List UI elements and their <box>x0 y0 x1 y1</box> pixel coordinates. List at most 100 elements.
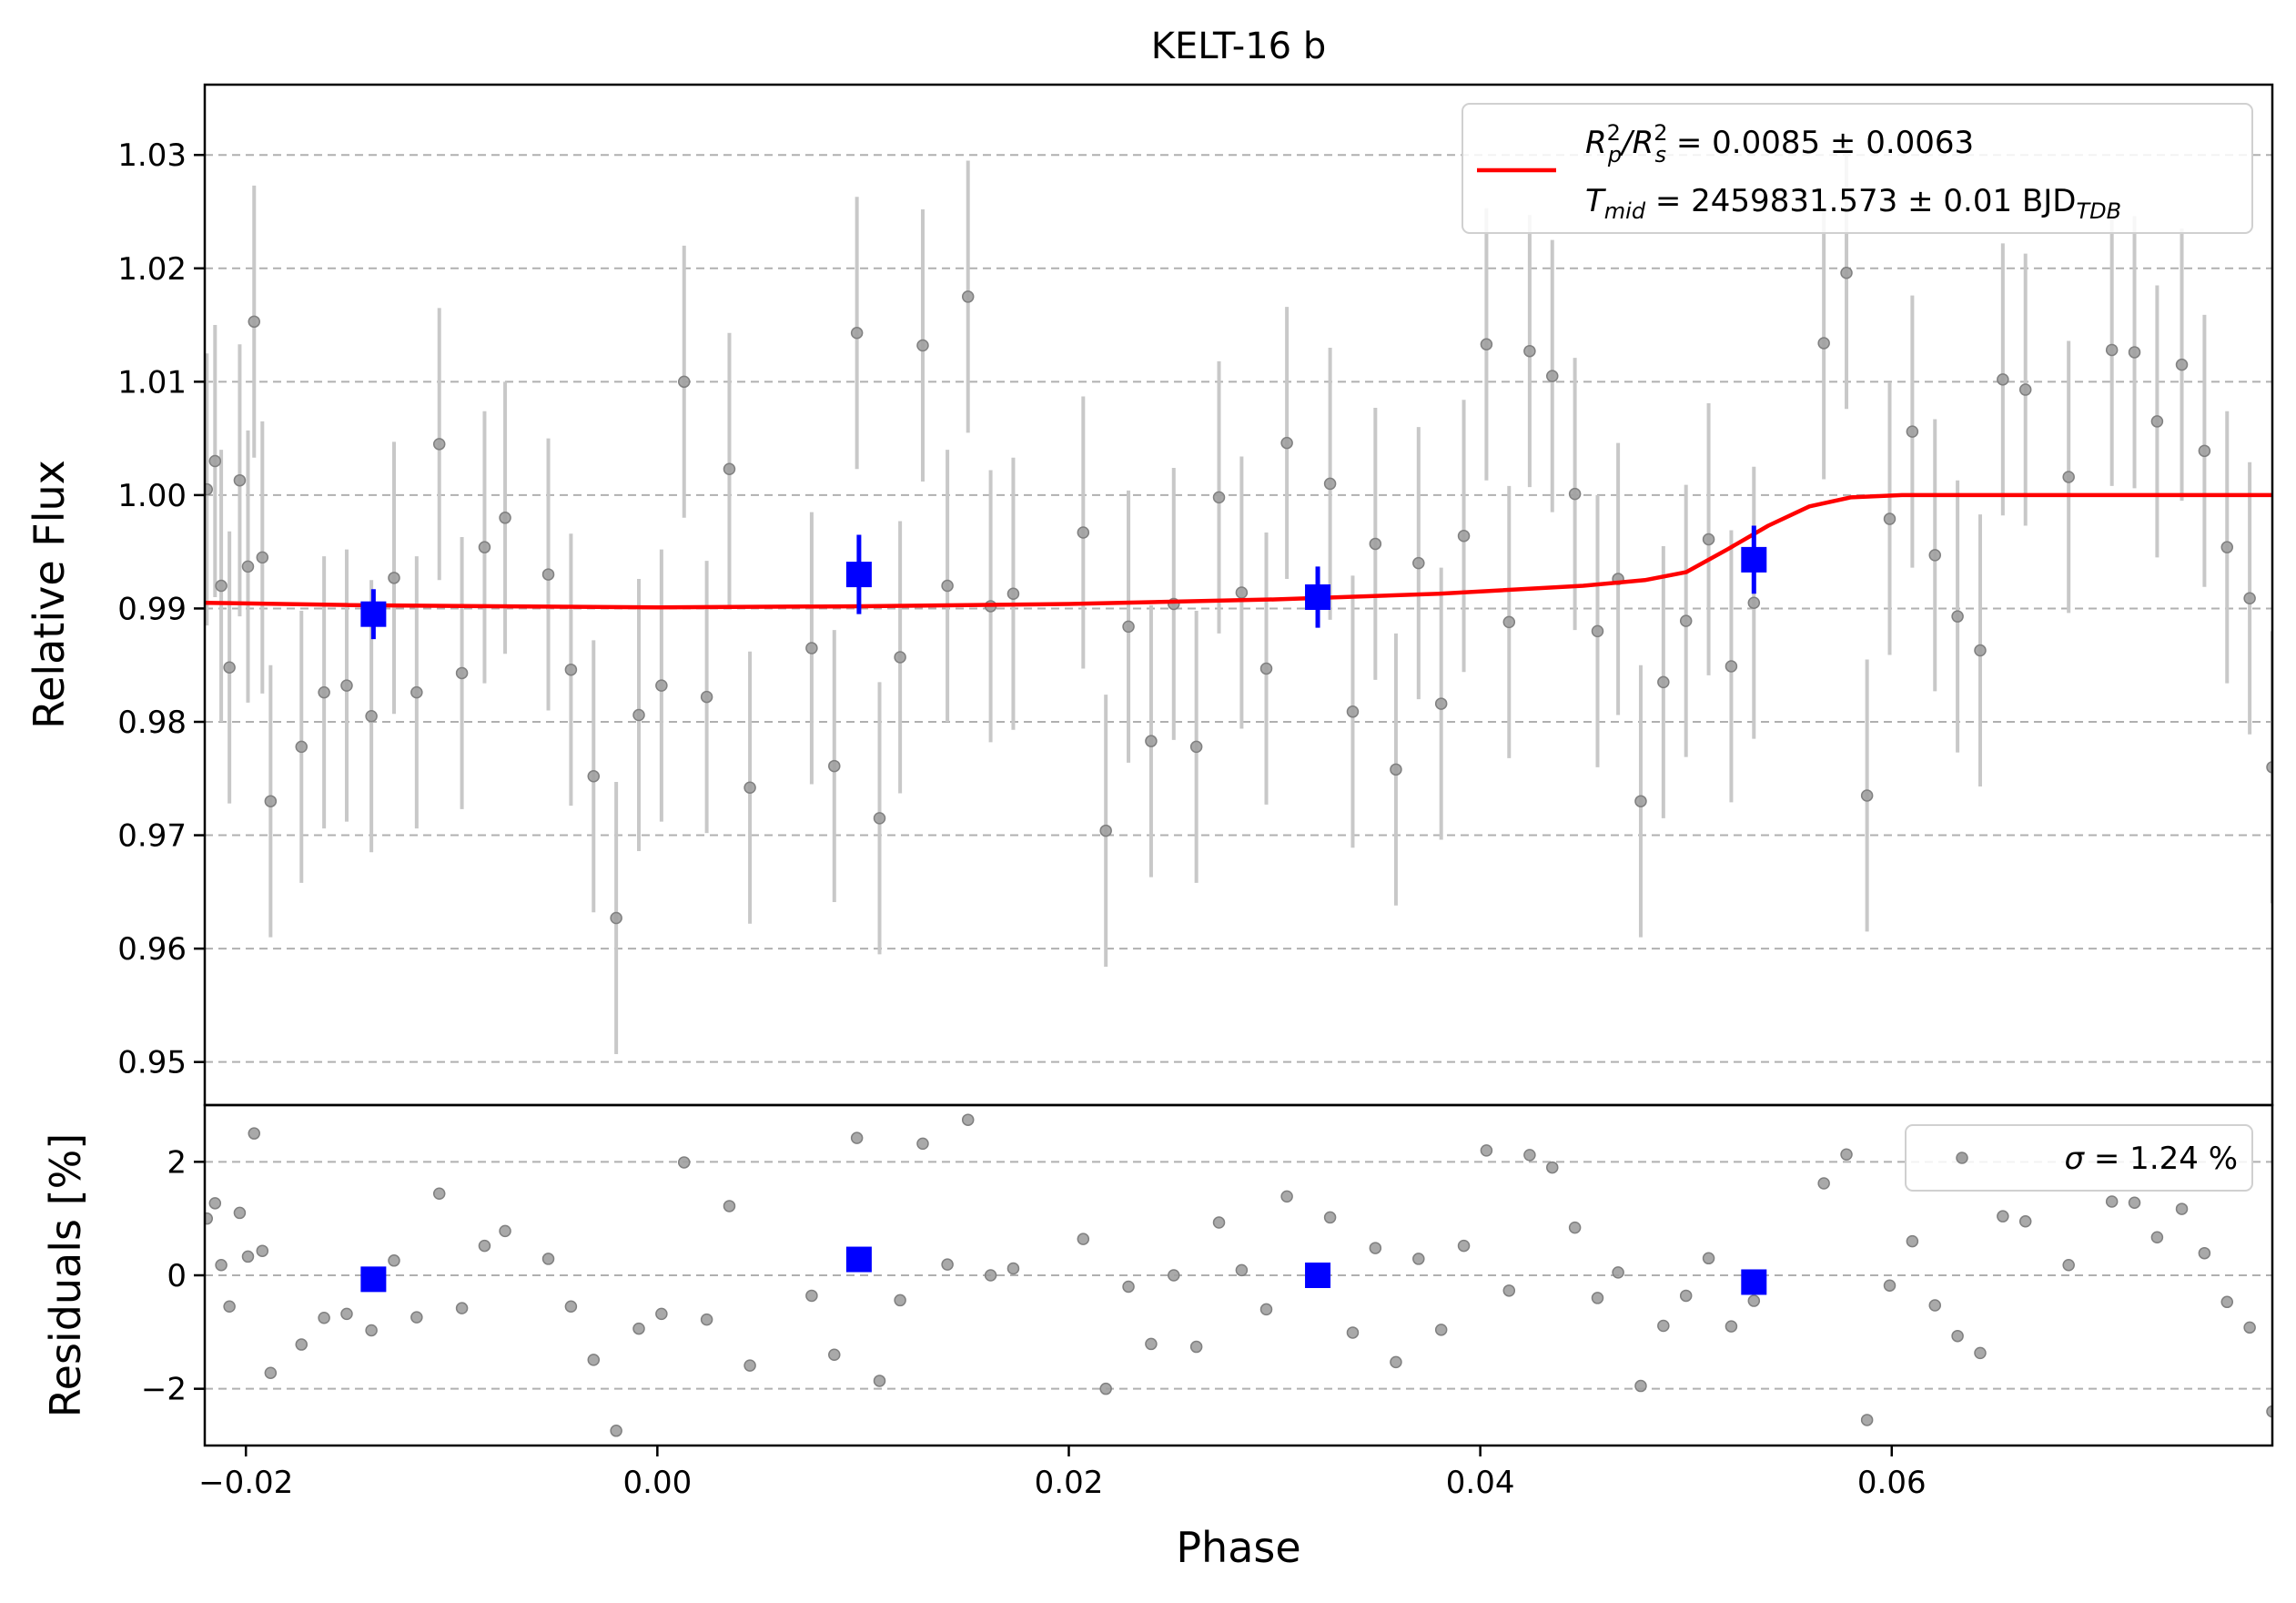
residual-point <box>499 1224 511 1238</box>
residual-point <box>340 1307 353 1321</box>
flux-point <box>1860 789 1874 802</box>
residual-point <box>941 1258 954 1271</box>
residual-y-axis-label: Residuals [%] <box>41 1133 90 1417</box>
flux-point <box>1502 615 1516 629</box>
residual-legend: σ = 1.24 % <box>1905 1124 2253 1192</box>
flux-point <box>1974 644 1987 657</box>
flux-point <box>295 740 308 754</box>
flux-point <box>1817 337 1830 350</box>
flux-point <box>1883 512 1896 525</box>
flux-point <box>215 579 228 593</box>
flux-point <box>2150 415 2164 428</box>
flux-point <box>1840 267 1853 279</box>
residual-point <box>610 1425 622 1437</box>
residual-point <box>541 1253 555 1265</box>
residual-point <box>1523 1149 1536 1162</box>
residual-point <box>365 1324 378 1337</box>
flux-point <box>455 666 469 680</box>
residual-point <box>1323 1211 1337 1224</box>
flux-y-tick-label: 1.02 <box>117 251 187 288</box>
flux-point <box>241 560 255 573</box>
flux-point <box>610 911 622 925</box>
residual-point <box>248 1127 261 1140</box>
residual-legend-box <box>1905 1124 2253 1192</box>
residual-y-ticks: −2 0 2 <box>141 1144 205 1408</box>
residual-point <box>1280 1190 1293 1203</box>
residual-point <box>873 1375 886 1387</box>
residual-point <box>264 1366 278 1379</box>
residual-binned-points <box>360 1246 1767 1295</box>
legend-radius-ratio: R2 p/R2 s = 0.0085 ± 0.0063 <box>1585 120 1974 167</box>
residual-y-tick-label: −2 <box>141 1372 187 1408</box>
flux-y-tick-label: 1.01 <box>117 364 187 401</box>
flux-binned-point <box>845 562 872 588</box>
residual-point <box>1434 1324 1448 1336</box>
residual-point <box>295 1338 308 1351</box>
flux-point <box>700 690 713 704</box>
residual-point <box>1412 1253 1425 1265</box>
residual-point <box>564 1300 578 1314</box>
residual-point <box>828 1348 841 1362</box>
flux-binned-point <box>1305 583 1331 610</box>
residual-point <box>1457 1239 1471 1253</box>
flux-point <box>1259 662 1273 675</box>
flux-point <box>1634 795 1647 807</box>
transit-model <box>205 492 2272 610</box>
flux-y-tick-label: 1.03 <box>117 137 187 174</box>
flux-point <box>1928 549 1941 562</box>
flux-point <box>233 473 247 487</box>
flux-y-tick-label: 0.99 <box>117 591 187 627</box>
residual-binned-point <box>845 1246 872 1273</box>
residual-y-tick-label: 0 <box>167 1258 187 1294</box>
residual-point <box>1883 1279 1896 1292</box>
flux-point <box>1702 533 1715 546</box>
flux-point <box>1346 705 1360 718</box>
residual-point <box>1679 1289 1693 1303</box>
flux-point <box>2175 358 2189 371</box>
flux-point <box>916 339 929 352</box>
residual-point <box>587 1354 601 1366</box>
flux-point <box>873 812 886 825</box>
residual-point <box>677 1156 691 1169</box>
residual-point <box>208 1197 222 1210</box>
residual-point <box>233 1206 247 1220</box>
residual-point <box>2105 1195 2119 1208</box>
residual-point <box>1099 1382 1112 1395</box>
residual-point <box>1502 1284 1516 1297</box>
flux-point <box>1077 526 1090 539</box>
residual-binned-point <box>1305 1263 1331 1288</box>
flux-point <box>655 679 668 692</box>
flux-y-tick-label: 0.98 <box>117 705 187 741</box>
flux-y-tick-label: 0.96 <box>117 931 187 968</box>
flux-legend: R2 p/R2 s = 0.0085 ± 0.0063 Tmid = 2459831… <box>1462 103 2253 234</box>
residual-points <box>205 1113 2272 1437</box>
flux-binned-point <box>1741 546 1767 573</box>
flux-binned-point <box>360 601 387 627</box>
flux-legend-box <box>1462 103 2253 234</box>
residual-point <box>743 1359 756 1372</box>
legend-mid-time: Tmid = 2459831.573 ± 0.01 BJDTDB <box>1585 183 2121 224</box>
residual-point <box>1657 1319 1670 1333</box>
residual-point <box>723 1200 736 1212</box>
residual-point <box>1747 1294 1761 1307</box>
residual-point <box>805 1289 818 1303</box>
residual-point <box>478 1239 491 1253</box>
x-tick-label: 0.00 <box>623 1465 693 1501</box>
flux-point <box>264 795 278 807</box>
residual-y-tick-label: 2 <box>167 1144 187 1181</box>
flux-point <box>478 541 491 553</box>
flux-point <box>743 781 756 794</box>
flux-point <box>1390 763 1402 776</box>
flux-y-tick-label: 1.00 <box>117 478 187 514</box>
residual-point <box>1817 1177 1830 1190</box>
flux-point <box>1747 596 1761 609</box>
residual-point <box>2198 1246 2211 1260</box>
residual-point <box>1346 1326 1360 1339</box>
flux-point <box>961 290 975 303</box>
residual-binned-point <box>1741 1269 1767 1295</box>
x-axis-label: Phase <box>1176 1523 1300 1572</box>
residual-point <box>1235 1263 1249 1277</box>
residual-point <box>1259 1303 1273 1316</box>
chart-title: KELT-16 b <box>1151 25 1326 67</box>
